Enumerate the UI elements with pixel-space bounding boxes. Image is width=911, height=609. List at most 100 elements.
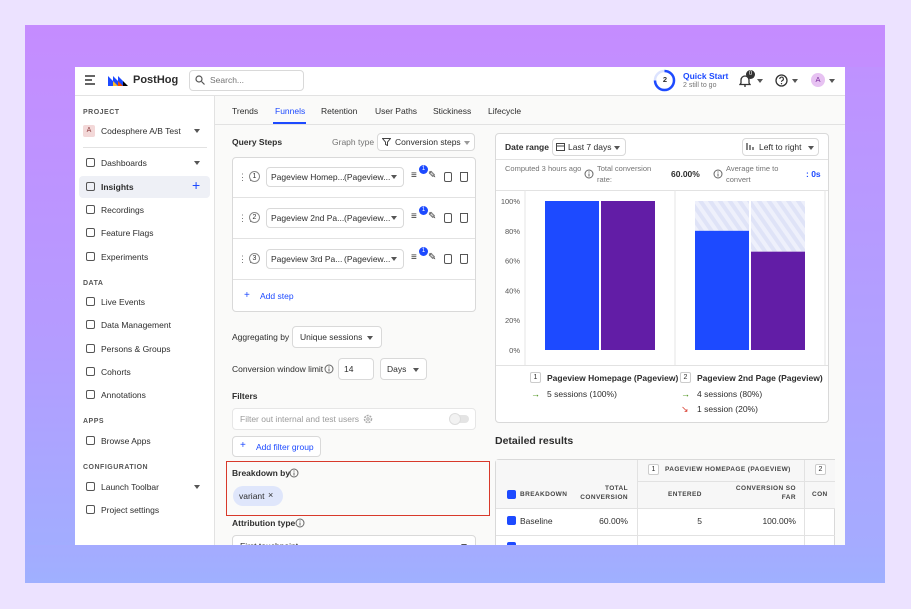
nav-item[interactable]: Feature Flags (101, 228, 154, 238)
tab[interactable]: Stickiness (433, 106, 472, 116)
event-select[interactable] (266, 249, 404, 269)
divider (233, 197, 475, 198)
nav-item[interactable]: Persons & Groups (101, 344, 171, 354)
nav-icon (86, 320, 95, 329)
tab[interactable]: User Paths (375, 106, 418, 116)
event-name: Pageview Homep... (271, 172, 345, 182)
aggregating-select[interactable] (292, 326, 382, 348)
nav-item[interactable]: Experiments (101, 252, 149, 262)
settings-icon[interactable] (363, 414, 373, 424)
add-insight[interactable]: + (192, 177, 201, 193)
quick-start-ring[interactable] (653, 69, 676, 92)
sidebar (75, 96, 215, 545)
caret (391, 216, 397, 220)
info-icon (295, 518, 305, 528)
nav-icon (86, 482, 95, 491)
event-math: (Pageview... (344, 213, 391, 223)
nav-item[interactable]: Dashboards (101, 158, 147, 168)
caret (194, 161, 200, 165)
nav-item[interactable]: Data Management (101, 320, 171, 330)
divider (83, 147, 207, 148)
quick-start-title[interactable]: Quick Start (683, 71, 729, 81)
divider (233, 279, 475, 280)
copy-icon[interactable] (444, 172, 452, 182)
drag-handle[interactable]: ⋮⋮ (238, 172, 255, 182)
attribution-heading: Attribution type (232, 518, 296, 528)
event-name: Pageview 2nd Pa... (271, 213, 345, 223)
tab[interactable]: Retention (321, 106, 358, 116)
filter-count: 1 (419, 206, 428, 215)
add-step[interactable]: Add step (260, 291, 294, 301)
filter-icon[interactable]: ≡ (411, 252, 417, 263)
layout-select[interactable] (742, 138, 819, 156)
filter-internal: Filter out internal and test users (240, 414, 360, 424)
filter-count: 1 (419, 165, 428, 174)
nav-icon (86, 344, 95, 353)
tab[interactable]: Funnels (275, 106, 306, 116)
copy-icon[interactable] (444, 254, 452, 264)
add-step-plus[interactable]: + (244, 290, 250, 301)
caret (413, 368, 419, 372)
checkbox[interactable] (507, 490, 516, 499)
window-value: 14 (344, 364, 354, 374)
nav-item[interactable]: Browse Apps (101, 436, 151, 446)
event-select[interactable] (266, 167, 404, 187)
window-unit-select[interactable] (380, 358, 427, 380)
help-icon[interactable] (775, 74, 788, 87)
aggregating-value: Unique sessions (300, 332, 363, 342)
toggle-knob (449, 413, 461, 425)
nav-item[interactable]: Cohorts (101, 367, 131, 377)
add-filter-group-button[interactable] (232, 436, 321, 457)
nav-item[interactable]: Insights (101, 182, 134, 192)
search-box[interactable] (189, 70, 304, 91)
window-input[interactable] (338, 358, 374, 380)
window-unit: Days (387, 364, 407, 374)
project-name[interactable]: Codesphere A/B Test (101, 126, 181, 136)
tab[interactable]: Lifecycle (488, 106, 522, 116)
graph-type-select[interactable] (377, 133, 475, 151)
step-header: PAGEVIEW HOMEPAGE (PAGEVIEW) (665, 466, 791, 473)
filter-icon[interactable]: ≡ (411, 170, 417, 181)
caret (367, 336, 373, 340)
breakdown-chip[interactable] (233, 486, 283, 506)
edit-icon[interactable]: ✎ (428, 252, 437, 263)
nav-icon (86, 436, 95, 445)
nav-item[interactable]: Recordings (101, 205, 144, 215)
nav-item[interactable]: Project settings (101, 505, 160, 515)
date-range-select[interactable] (552, 138, 626, 156)
graph-type-value: Conversion steps (395, 137, 461, 147)
drag-handle[interactable]: ⋮⋮ (238, 213, 255, 223)
column-header: CONVERSION SO FAR (735, 485, 796, 501)
section-heading: CONFIGURATION (83, 464, 149, 471)
caret (792, 79, 798, 83)
delete-icon[interactable] (460, 254, 468, 264)
avatar[interactable]: A (811, 73, 825, 87)
layout-value: Left to right (759, 142, 802, 152)
nav-icon (86, 205, 95, 214)
caret (194, 485, 200, 489)
info-icon (713, 169, 723, 179)
menu-icon[interactable] (84, 75, 96, 85)
delete-icon[interactable] (460, 213, 468, 223)
event-math: (Pageview... (344, 172, 391, 182)
divider (496, 365, 828, 366)
copy-icon[interactable] (444, 213, 452, 223)
cell: 60.00% (599, 516, 628, 526)
breakdown-value: variant (239, 491, 265, 501)
chip-remove[interactable]: × (268, 490, 274, 500)
nav-item[interactable]: Launch Toolbar (101, 482, 159, 492)
nav-item[interactable]: Annotations (101, 390, 146, 400)
frame-mask (25, 545, 885, 583)
search-placeholder: Search... (210, 75, 245, 85)
filter-icon[interactable]: ≡ (411, 211, 417, 222)
edit-icon[interactable]: ✎ (428, 170, 437, 181)
event-select[interactable] (266, 208, 404, 228)
checkbox[interactable] (507, 516, 516, 525)
nav-item[interactable]: Live Events (101, 297, 145, 307)
drag-handle[interactable]: ⋮⋮ (238, 254, 255, 264)
tab[interactable]: Trends (232, 106, 259, 116)
divider (233, 238, 475, 239)
delete-icon[interactable] (460, 172, 468, 182)
edit-icon[interactable]: ✎ (428, 211, 437, 222)
